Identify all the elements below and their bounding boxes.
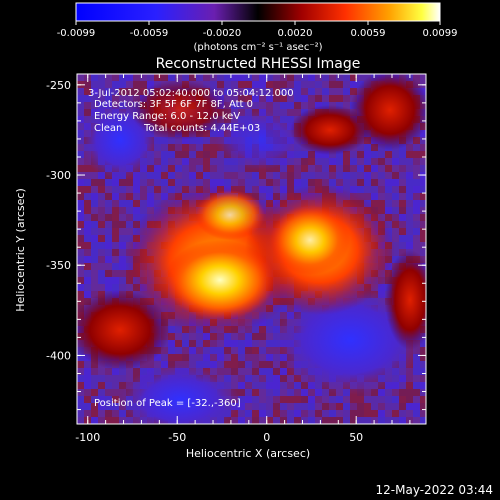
y-tick-label: -250 [46, 79, 71, 92]
x-axis-ticks [87, 74, 411, 424]
y-axis-ticks [77, 84, 426, 411]
colorbar-tick-label: -0.0020 [203, 28, 242, 39]
x-tick-label: -50 [168, 431, 186, 444]
annotation-counts: Total counts: 4.44E+03 [143, 123, 260, 134]
footer-timestamp: 12-May-2022 03:44 [376, 483, 493, 497]
x-tick-label: 50 [349, 431, 363, 444]
colorbar-ticks [75, 21, 441, 25]
annotation-peak: Position of Peak = [-32.,-360] [94, 398, 241, 409]
annotation-method: Clean [94, 123, 122, 134]
colorbar-tick-label: -0.0059 [130, 28, 169, 39]
y-tick-label: -400 [46, 349, 71, 362]
rhessi-image [77, 74, 426, 424]
annotation-time: 3-Jul-2012 05:02:40.000 to 05:04:12.000 [88, 88, 294, 99]
plot-frame [76, 73, 427, 425]
colorbar-unit-label: (photons cm⁻² s⁻¹ asec⁻²) [193, 42, 322, 53]
y-tick-label: -300 [46, 169, 71, 182]
x-tick-label: 0 [263, 431, 270, 444]
colorbar-tick-label: 0.0059 [351, 28, 386, 39]
colorbar-tick-label: -0.0099 [57, 28, 96, 39]
plot-title: Reconstructed RHESSI Image [156, 56, 361, 72]
colorbar [75, 2, 441, 22]
annotation-detectors: Detectors: 3F 5F 6F 7F 8F, Att 0 [94, 99, 253, 110]
colorbar-tick-label: 0.0020 [278, 28, 313, 39]
y-tick-label: -350 [46, 259, 71, 272]
annotation-energy: Energy Range: 6.0 - 12.0 keV [94, 111, 240, 122]
x-tick-label: -100 [75, 431, 100, 444]
colorbar-tick-label: 0.0099 [423, 28, 458, 39]
y-axis-label: Heliocentric Y (arcsec) [14, 188, 27, 312]
x-axis-label: Heliocentric X (arcsec) [186, 447, 310, 460]
